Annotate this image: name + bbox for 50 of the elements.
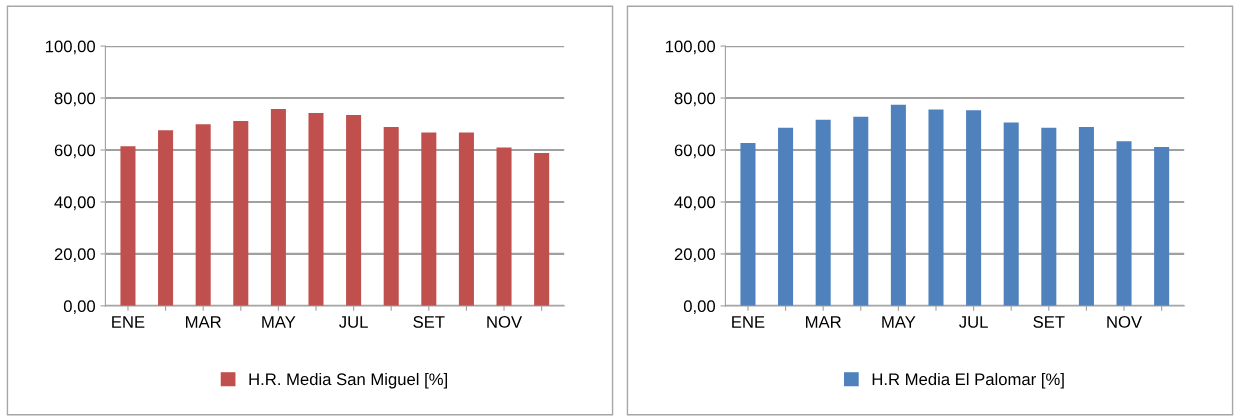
legend-label: H.R. Media San Miguel [%] [249,372,447,389]
bar [158,130,174,306]
bar [890,104,906,306]
y-tick-label: 80,00 [674,92,716,107]
bar [815,119,831,306]
x-tick-label: MAY [262,316,296,328]
x-tick-label: JUL [959,316,988,328]
y-tick-label: 0,00 [683,300,716,315]
x-tick-label: NOV [487,316,523,328]
y-tick-label: 40,00 [674,196,716,211]
bar [383,126,399,306]
legend-label: H.R Media El Palomar [%] [872,372,1064,389]
x-tick-label: MAY [882,316,916,328]
x-tick-label: JUL [339,316,368,328]
bar [1003,122,1019,306]
bar [853,116,869,306]
bar [740,142,756,306]
bar [1154,146,1170,306]
x-tick-label: MAR [806,316,841,328]
x-tick-label: SET [1033,316,1065,328]
bar [778,127,794,306]
bar [534,153,550,306]
bar [928,109,944,306]
bar [1078,126,1094,306]
bar [1041,127,1057,306]
bar [1116,141,1132,306]
x-tick-label: NOV [1107,316,1143,328]
y-tick-label: 60,00 [674,144,716,159]
x-tick-label: MAR [186,316,221,328]
bar [496,147,512,306]
bar [270,108,286,306]
x-tick-label: ENE [732,316,765,328]
bar [458,132,474,306]
bar [966,110,982,306]
x-tick-label: SET [413,316,445,328]
y-tick-label: 60,00 [54,144,96,159]
y-tick-label: 80,00 [54,92,96,107]
y-tick-label: 20,00 [54,248,96,263]
bar [233,120,249,306]
y-tick-label: 100,00 [665,40,716,55]
y-tick-label: 20,00 [674,248,716,263]
bar [421,132,437,306]
bar [195,124,211,306]
x-tick-label: ENE [112,316,145,328]
y-tick-label: 0,00 [63,300,96,315]
bar [346,114,362,306]
y-tick-label: 40,00 [54,196,96,211]
bar [120,146,136,306]
y-tick-label: 100,00 [45,40,96,55]
bar [308,113,324,306]
